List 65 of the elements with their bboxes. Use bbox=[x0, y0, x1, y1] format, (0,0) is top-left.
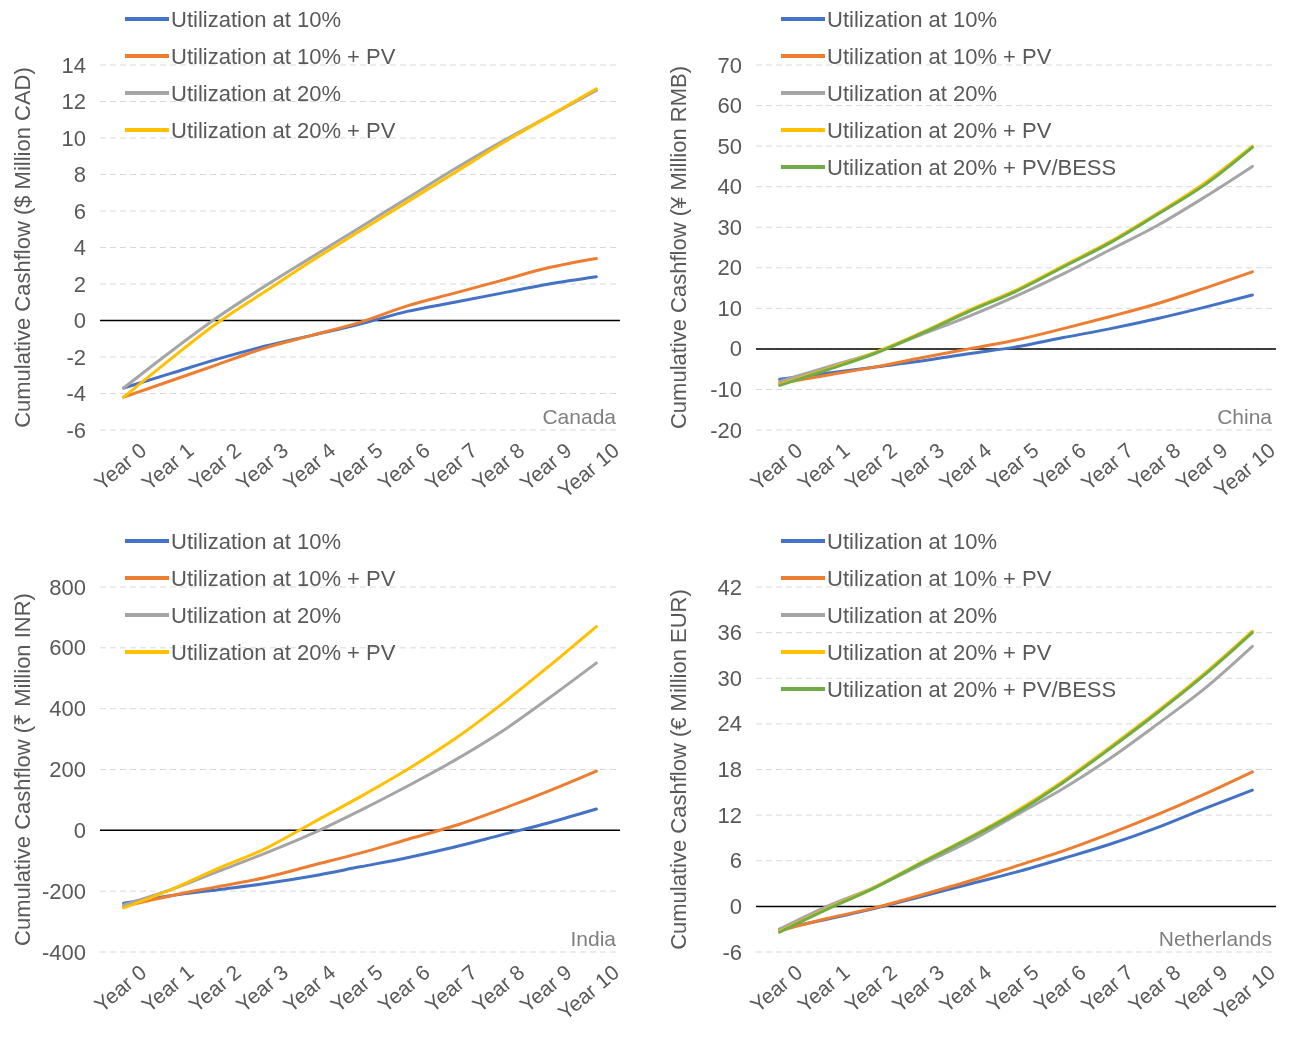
y-axis-title: Cumulative Cashflow ($ Million CAD) bbox=[10, 67, 35, 428]
y-tick-label: 6 bbox=[73, 198, 86, 224]
y-tick-label: 30 bbox=[717, 214, 742, 240]
y-tick-label: 42 bbox=[717, 574, 742, 600]
y-axis-title: Cumulative Cashflow (₹ Million INR) bbox=[10, 593, 35, 946]
legend-label: Utilization at 10% bbox=[827, 6, 997, 32]
y-tick-label: 600 bbox=[49, 635, 86, 661]
legend-label: Utilization at 20% + PV/BESS bbox=[827, 154, 1117, 180]
legend-label: Utilization at 20% + PV bbox=[827, 639, 1052, 665]
y-tick-label: 50 bbox=[717, 133, 742, 159]
legend-label: Utilization at 10% + PV bbox=[827, 565, 1052, 591]
y-tick-label: 10 bbox=[61, 125, 86, 151]
legend-label: Utilization at 20% + PV bbox=[827, 117, 1052, 143]
y-tick-label: 18 bbox=[717, 757, 742, 783]
y-tick-label: 14 bbox=[61, 52, 86, 78]
y-tick-label: 0 bbox=[73, 308, 86, 334]
y-tick-label: 0 bbox=[729, 336, 742, 362]
y-tick-label: 70 bbox=[717, 52, 742, 78]
y-tick-label: 200 bbox=[49, 757, 86, 783]
y-tick-label: 12 bbox=[717, 802, 742, 828]
y-tick-label: 36 bbox=[717, 620, 742, 646]
y-tick-label: 0 bbox=[729, 893, 742, 919]
legend-label: Utilization at 10% + PV bbox=[827, 43, 1052, 69]
legend-label: Utilization at 20% + PV bbox=[171, 117, 396, 143]
y-tick-label: 0 bbox=[73, 817, 86, 843]
legend-label: Utilization at 20% bbox=[827, 602, 997, 628]
y-tick-label: 2 bbox=[73, 271, 86, 297]
y-tick-label: 400 bbox=[49, 696, 86, 722]
y-tick-label: 800 bbox=[49, 574, 86, 600]
y-tick-label: 30 bbox=[717, 665, 742, 691]
legend-label: Utilization at 10% bbox=[171, 528, 341, 554]
y-tick-label: 24 bbox=[717, 711, 742, 737]
legend-label: Utilization at 10% + PV bbox=[171, 565, 396, 591]
y-axis-title: Cumulative Cashflow (¥ Million RMB) bbox=[666, 65, 691, 430]
y-tick-label: 10 bbox=[717, 295, 742, 321]
annotation: India bbox=[570, 927, 617, 950]
y-tick-label: -20 bbox=[710, 417, 742, 443]
y-tick-label: -6 bbox=[66, 417, 86, 443]
y-tick-label: -400 bbox=[41, 939, 86, 965]
y-tick-label: -4 bbox=[66, 381, 86, 407]
line-series bbox=[778, 270, 1254, 385]
y-tick-label: 6 bbox=[729, 848, 742, 874]
y-tick-label: 40 bbox=[717, 174, 742, 200]
line-series bbox=[122, 769, 598, 908]
legend-label: Utilization at 20% + PV bbox=[171, 639, 396, 665]
y-tick-label: 12 bbox=[61, 89, 86, 115]
annotation: Canada bbox=[542, 405, 617, 428]
legend-label: Utilization at 10% bbox=[827, 528, 997, 554]
y-tick-label: -6 bbox=[722, 939, 742, 965]
y-tick-label: 60 bbox=[717, 93, 742, 119]
annotation: Netherlands bbox=[1158, 927, 1272, 950]
legend-label: Utilization at 20% bbox=[827, 80, 997, 106]
y-tick-label: -200 bbox=[41, 878, 86, 904]
y-axis-title: Cumulative Cashflow (€ Million EUR) bbox=[666, 589, 691, 950]
legend-label: Utilization at 20% + PV/BESS bbox=[827, 676, 1117, 702]
annotation: China bbox=[1217, 405, 1273, 428]
y-tick-label: -2 bbox=[66, 344, 86, 370]
legend-label: Utilization at 20% bbox=[171, 80, 341, 106]
y-tick-label: 4 bbox=[73, 235, 86, 261]
y-tick-label: -10 bbox=[710, 376, 742, 402]
y-tick-label: 20 bbox=[717, 255, 742, 281]
legend-label: Utilization at 20% bbox=[171, 602, 341, 628]
y-tick-label: 8 bbox=[73, 162, 86, 188]
legend-label: Utilization at 10% bbox=[171, 6, 341, 32]
legend-label: Utilization at 10% + PV bbox=[171, 43, 396, 69]
